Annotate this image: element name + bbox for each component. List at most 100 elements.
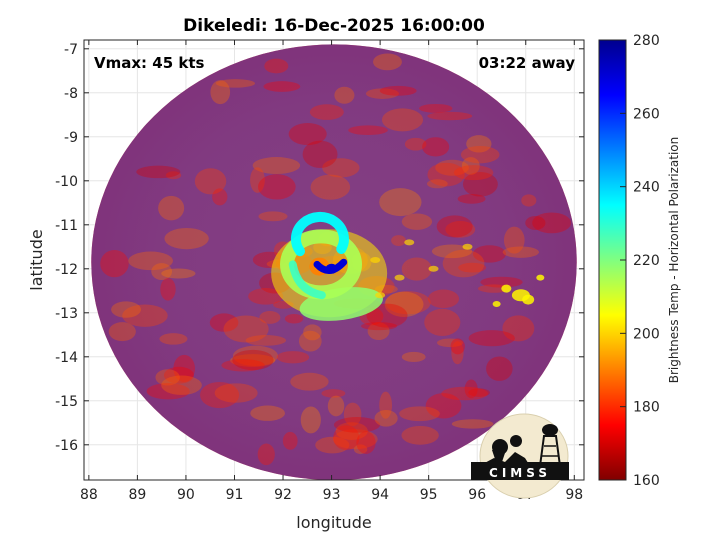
y-axis: -7 -8 -9 -10 -11 -12 -13 -14 -15 -16 [55,42,584,454]
swath-texture [322,158,360,178]
swath-texture [468,330,515,347]
swath-texture [333,429,378,450]
swath-texture [453,165,494,181]
storm-small-cell [375,292,386,299]
vmax-annotation: Vmax: 45 kts [94,54,204,72]
swath-texture [502,246,540,258]
swath-texture [435,159,469,176]
swath-texture [232,345,279,367]
swath-texture [401,213,433,230]
swath-texture [436,215,473,238]
cimss-logo: CIMSS [471,413,569,499]
swath-texture [223,315,269,343]
swath-texture [348,125,388,136]
swath-texture [248,288,284,305]
swath-texture [461,157,480,175]
colorbar-tick-label: 200 [633,326,660,342]
swath-texture [525,215,546,230]
swath-texture [379,391,393,419]
swath-texture [333,417,381,433]
swath-texture [122,304,168,327]
y-tick-label: -12 [55,262,78,278]
swath-texture [427,162,465,187]
storm-eyewall-core [325,263,338,274]
y-axis-label: latitude [27,229,46,290]
swath-texture [309,104,344,120]
x-tick-label: 91 [226,487,244,503]
x-axis: 8889909192939495969798 [80,40,583,503]
swath-texture [450,338,465,355]
swath-texture [361,322,398,331]
swath-texture [210,80,231,105]
swath-texture [128,251,173,271]
x-axis-label: longitude [296,513,371,532]
swath-texture [391,235,407,246]
swath-texture [374,409,398,427]
swath-texture [373,53,402,71]
swath-texture [161,268,196,279]
swath-texture [315,436,350,454]
swath-texture [451,419,494,429]
swath-texture [486,356,513,381]
swath-texture [288,122,327,146]
x-tick-label: 88 [80,487,98,503]
colorbar-tick-label: 180 [633,400,660,416]
x-tick-label: 89 [128,487,146,503]
swath-texture [480,276,523,288]
storm-eyewall-west [288,260,326,300]
storm-small-cell [462,243,473,250]
swath-texture [229,354,276,367]
y-tick-label: -14 [55,350,78,366]
colorbar-ticks: 160 180 200 220 240 260 280 [620,33,660,489]
swath-texture [108,322,136,342]
swath-texture [257,443,275,466]
storm-small-cell [428,265,439,272]
logo-text: CIMSS [489,466,551,480]
swath-texture [427,111,473,121]
x-tick-label: 92 [274,487,292,503]
swath-texture [284,314,304,324]
x-tick-label: 93 [323,487,341,503]
storm-convection-cell [536,274,545,281]
swath-texture [215,79,256,88]
swath-texture [335,422,368,440]
storm-small-cell [404,239,415,246]
swath-texture [404,137,427,151]
x-tick-label: 90 [177,487,195,503]
swath-texture [245,335,287,346]
swath-texture [155,369,180,386]
swath-texture [425,393,462,419]
swath-texture [209,313,239,332]
axes-frame [83,39,585,481]
swath-texture [419,103,453,113]
swath-texture [158,195,185,221]
y-tick-label: -9 [64,130,78,146]
swath-texture [468,388,490,397]
swath-texture [221,359,265,372]
swath-texture [503,226,525,254]
swath-texture [366,303,408,328]
y-tick-label: -10 [55,174,78,190]
swath-texture [521,194,537,207]
swath-texture [214,383,258,403]
swath-texture [427,289,460,309]
colorbar-tick-label: 260 [633,106,660,122]
swath-texture [164,227,209,250]
swath-texture [462,171,498,197]
swath-texture [532,212,572,234]
swath-texture [353,444,368,455]
swath-texture [441,386,489,401]
swath-texture [379,85,417,96]
x-tick-label: 94 [371,487,389,503]
y-tick-label: -11 [55,218,78,234]
swath-texture [259,311,281,324]
y-tick-label: -15 [55,394,78,410]
swath-texture [310,174,351,200]
swath-texture [200,381,240,409]
swath-texture [212,188,228,206]
swath-texture [257,174,296,200]
swath-texture [173,354,195,383]
y-tick-label: -7 [64,42,78,58]
swath-texture [160,277,176,301]
swath-texture [163,366,194,384]
